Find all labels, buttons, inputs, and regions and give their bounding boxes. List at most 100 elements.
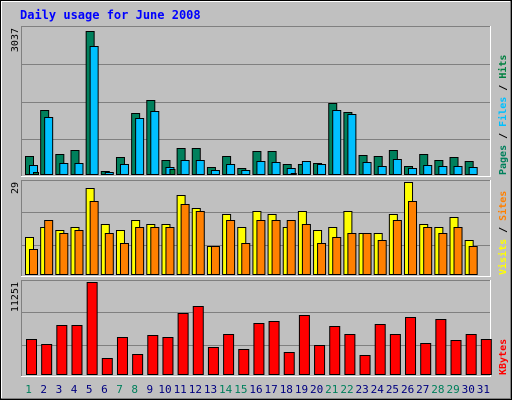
bar-sites-day-26 [408, 201, 418, 275]
bar-files-day-7 [119, 164, 129, 175]
bar-sites-day-5 [89, 201, 99, 275]
bar-files-day-16 [256, 161, 266, 175]
bar-sites-day-29 [453, 227, 463, 275]
x-tick-label-day-17: 17 [265, 383, 278, 396]
bar-files-day-9 [150, 111, 160, 175]
panel-kbytes-legend: KBytes [498, 339, 509, 375]
x-tick-label-day-22: 22 [340, 383, 353, 396]
bar-sites-day-24 [377, 240, 387, 275]
bar-kbytes-day-8 [132, 354, 144, 375]
bar-kbytes-day-16 [253, 323, 265, 375]
bar-files-day-4 [74, 163, 84, 175]
bar-sites-day-28 [438, 233, 448, 275]
bar-kbytes-day-31 [480, 339, 492, 375]
bar-sites-day-13 [210, 246, 220, 275]
bar-kbytes-day-23 [359, 355, 371, 375]
bar-hits-day-1 [33, 172, 39, 175]
bar-kbytes-day-29 [450, 340, 462, 375]
bar-sites-day-3 [59, 233, 69, 275]
x-tick-label-day-4: 4 [71, 383, 78, 396]
bar-files-day-2 [44, 117, 54, 175]
x-tick-label-day-1: 1 [25, 383, 32, 396]
legend-entry-sites: Sites [497, 191, 509, 221]
bar-sites-day-11 [180, 204, 190, 275]
bar-kbytes-day-27 [420, 343, 432, 375]
x-tick-label-day-13: 13 [204, 383, 217, 396]
bar-kbytes-day-15 [238, 349, 250, 375]
bar-files-day-12 [195, 160, 205, 175]
bar-sites-day-16 [256, 220, 266, 275]
x-tick-label-day-20: 20 [310, 383, 323, 396]
bar-files-day-15 [241, 170, 251, 175]
bar-kbytes-day-26 [405, 317, 417, 375]
bar-files-day-3 [59, 163, 69, 175]
bar-kbytes-day-9 [147, 335, 159, 375]
bar-kbytes-day-3 [56, 325, 68, 375]
x-tick-label-day-25: 25 [386, 383, 399, 396]
bar-kbytes-day-25 [389, 334, 401, 375]
bar-files-day-8 [135, 118, 145, 175]
x-tick-label-day-18: 18 [280, 383, 293, 396]
bar-sites-day-10 [165, 227, 175, 275]
x-tick-label-day-29: 29 [446, 383, 459, 396]
bar-files-day-19 [301, 161, 311, 175]
bar-sites-day-21 [332, 237, 342, 275]
bar-sites-day-27 [423, 227, 433, 275]
chart-title: Daily usage for June 2008 [20, 8, 201, 22]
bar-kbytes-day-17 [268, 321, 280, 375]
bar-kbytes-day-13 [207, 347, 219, 375]
x-tick-label-day-23: 23 [356, 383, 369, 396]
legend-entry-hits: Hits [497, 55, 509, 79]
bar-files-day-30 [468, 167, 478, 175]
bar-files-day-27 [423, 165, 433, 175]
bar-files-day-21 [332, 110, 342, 175]
bar-files-day-13 [210, 170, 220, 175]
bar-kbytes-day-30 [465, 334, 477, 375]
legend-separator: / [498, 127, 509, 145]
x-tick-label-day-6: 6 [101, 383, 108, 396]
bar-kbytes-day-24 [374, 324, 386, 375]
bar-kbytes-day-20 [314, 345, 326, 375]
bar-kbytes-day-10 [162, 337, 174, 375]
bar-kbytes-day-14 [223, 334, 235, 375]
bar-sites-day-6 [104, 233, 114, 275]
panel-visits-sites-legend: Visits / Sites [497, 191, 509, 275]
x-tick-label-day-26: 26 [401, 383, 414, 396]
x-tick-label-day-28: 28 [431, 383, 444, 396]
bar-kbytes-day-19 [298, 315, 310, 375]
bar-kbytes-day-1 [26, 339, 37, 375]
x-tick-label-day-15: 15 [234, 383, 247, 396]
bar-kbytes-day-28 [435, 319, 447, 375]
legend-entry-files: Files [497, 97, 509, 127]
bar-sites-day-23 [362, 233, 372, 275]
bar-kbytes-day-6 [101, 358, 113, 375]
bar-files-day-14 [226, 164, 236, 175]
bar-sites-day-18 [286, 220, 296, 275]
bar-sites-day-8 [135, 227, 145, 275]
x-tick-label-day-27: 27 [416, 383, 429, 396]
bar-sites-day-22 [347, 233, 357, 275]
bar-kbytes-day-21 [329, 326, 341, 375]
legend-separator: / [498, 79, 509, 97]
bar-sites-day-15 [241, 243, 251, 275]
bar-files-day-26 [408, 168, 418, 175]
bar-files-day-23 [362, 162, 372, 175]
bar-hits-day-10 [169, 169, 176, 175]
x-tick-label-day-19: 19 [295, 383, 308, 396]
x-tick-label-day-5: 5 [86, 383, 93, 396]
bar-sites-day-30 [468, 246, 478, 275]
bar-files-day-6 [104, 172, 114, 175]
bar-files-day-22 [347, 114, 357, 175]
bar-files-day-28 [438, 166, 448, 175]
panel-pages-files-hits-ymax-label: 3037 [10, 28, 21, 52]
x-tick-label-day-11: 11 [174, 383, 187, 396]
legend-entry-pages: Pages [498, 145, 509, 175]
x-tick-label-day-8: 8 [131, 383, 138, 396]
x-tick-label-day-3: 3 [56, 383, 63, 396]
bar-files-day-24 [377, 166, 387, 175]
x-tick-label-day-7: 7 [116, 383, 123, 396]
bar-kbytes-day-5 [86, 282, 98, 375]
bar-kbytes-day-7 [116, 337, 128, 375]
